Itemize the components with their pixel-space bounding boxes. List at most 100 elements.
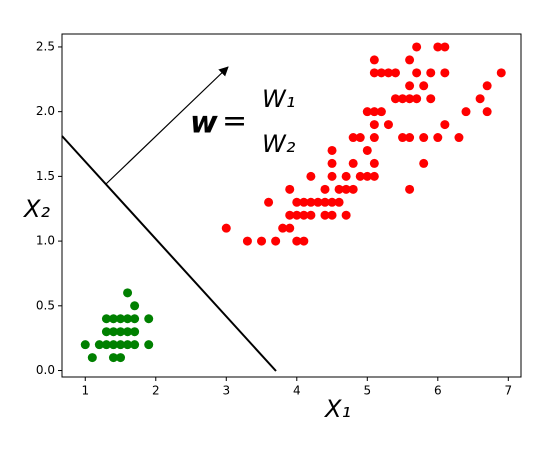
point (221, 223, 231, 233)
point (412, 68, 422, 78)
point (369, 68, 379, 78)
point (433, 42, 443, 52)
point (292, 210, 302, 220)
point (116, 353, 126, 363)
point (454, 133, 464, 143)
point (278, 223, 288, 233)
vector-symbol: w (190, 106, 218, 141)
point (405, 55, 415, 65)
point (327, 197, 337, 207)
point (369, 120, 379, 130)
point (362, 145, 372, 155)
decision-boundary (61, 135, 277, 372)
point (306, 171, 316, 181)
point (496, 68, 506, 78)
point (327, 145, 337, 155)
point (355, 133, 365, 143)
point (426, 68, 436, 78)
point (482, 107, 492, 117)
point (405, 94, 415, 104)
x-axis-label: X₁ (323, 395, 351, 423)
point (362, 107, 372, 117)
point (144, 314, 154, 324)
point (334, 184, 344, 194)
point (313, 197, 323, 207)
point (306, 210, 316, 220)
y-axis-label: X₂ (22, 195, 50, 223)
x-tick-label: 6 (434, 384, 442, 398)
point (390, 94, 400, 104)
point (327, 158, 337, 168)
point (306, 197, 316, 207)
point (398, 133, 408, 143)
point (108, 314, 118, 324)
point (130, 301, 140, 311)
point (419, 81, 429, 91)
point (116, 327, 126, 337)
point (419, 158, 429, 168)
point (383, 120, 393, 130)
point (341, 210, 351, 220)
point (271, 236, 281, 246)
point (341, 171, 351, 181)
y-tick-label: 2.5 (36, 39, 55, 53)
point (108, 353, 118, 363)
point (123, 327, 133, 337)
point (440, 68, 450, 78)
point (440, 120, 450, 130)
point (123, 314, 133, 324)
point (475, 94, 485, 104)
point (327, 210, 337, 220)
point (299, 236, 309, 246)
marks (80, 42, 506, 363)
point (320, 184, 330, 194)
point (405, 133, 415, 143)
point (299, 197, 309, 207)
plot-frame (61, 33, 522, 378)
vector-component: W₂ (262, 130, 296, 158)
point (341, 184, 351, 194)
vector-component: W₁ (262, 85, 295, 113)
point (369, 55, 379, 65)
point (405, 81, 415, 91)
point (101, 314, 111, 324)
point (482, 81, 492, 91)
point (412, 94, 422, 104)
y-tick-label: 1.0 (36, 234, 55, 248)
point (376, 107, 386, 117)
point (94, 340, 104, 350)
x-tick-label: 5 (363, 384, 371, 398)
point (130, 327, 140, 337)
y-tick-label: 1.5 (36, 169, 55, 183)
y-tick-label: 0.0 (36, 363, 55, 377)
point (264, 197, 274, 207)
point (369, 158, 379, 168)
equals-sign: = (222, 104, 247, 139)
point (419, 133, 429, 143)
point (108, 340, 118, 350)
point (292, 236, 302, 246)
point (320, 197, 330, 207)
point (383, 68, 393, 78)
x-tick-label: 1 (81, 384, 89, 398)
point (87, 353, 97, 363)
point (412, 42, 422, 52)
point (320, 210, 330, 220)
point (348, 184, 358, 194)
point (123, 288, 133, 298)
point (101, 327, 111, 337)
point (80, 340, 90, 350)
point (369, 133, 379, 143)
point (108, 327, 118, 337)
point (369, 107, 379, 117)
point (285, 223, 295, 233)
y-tick-label: 2.0 (36, 104, 55, 118)
x-tick-label: 2 (152, 384, 160, 398)
point (376, 68, 386, 78)
point (334, 197, 344, 207)
point (426, 94, 436, 104)
point (405, 184, 415, 194)
point (355, 171, 365, 181)
point (362, 171, 372, 181)
